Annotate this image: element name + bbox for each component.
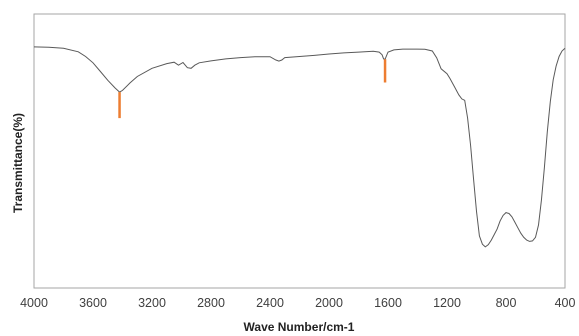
x-tick-label: 3600 [79, 296, 107, 310]
peak-markers [118, 59, 387, 119]
x-tick-label: 400 [555, 296, 576, 310]
spectrum-line [33, 46, 566, 248]
plot-area-frame [33, 13, 566, 289]
x-tick-label: 2000 [315, 296, 343, 310]
x-tick-label: 3200 [138, 296, 166, 310]
x-tick-label: 1600 [374, 296, 402, 310]
x-tick-label: 1200 [433, 296, 461, 310]
x-axis-title: Wave Number/cm-1 [244, 320, 355, 334]
x-tick-label: 2800 [197, 296, 225, 310]
x-tick-label: 800 [496, 296, 517, 310]
x-tick-label: 4000 [20, 296, 48, 310]
x-tick-labels: 4000 3600 3200 2800 2400 2000 1600 1200 800 400 [20, 296, 575, 310]
y-axis-title: Transmittance(%) [11, 113, 25, 213]
x-tick-label: 2400 [256, 296, 284, 310]
